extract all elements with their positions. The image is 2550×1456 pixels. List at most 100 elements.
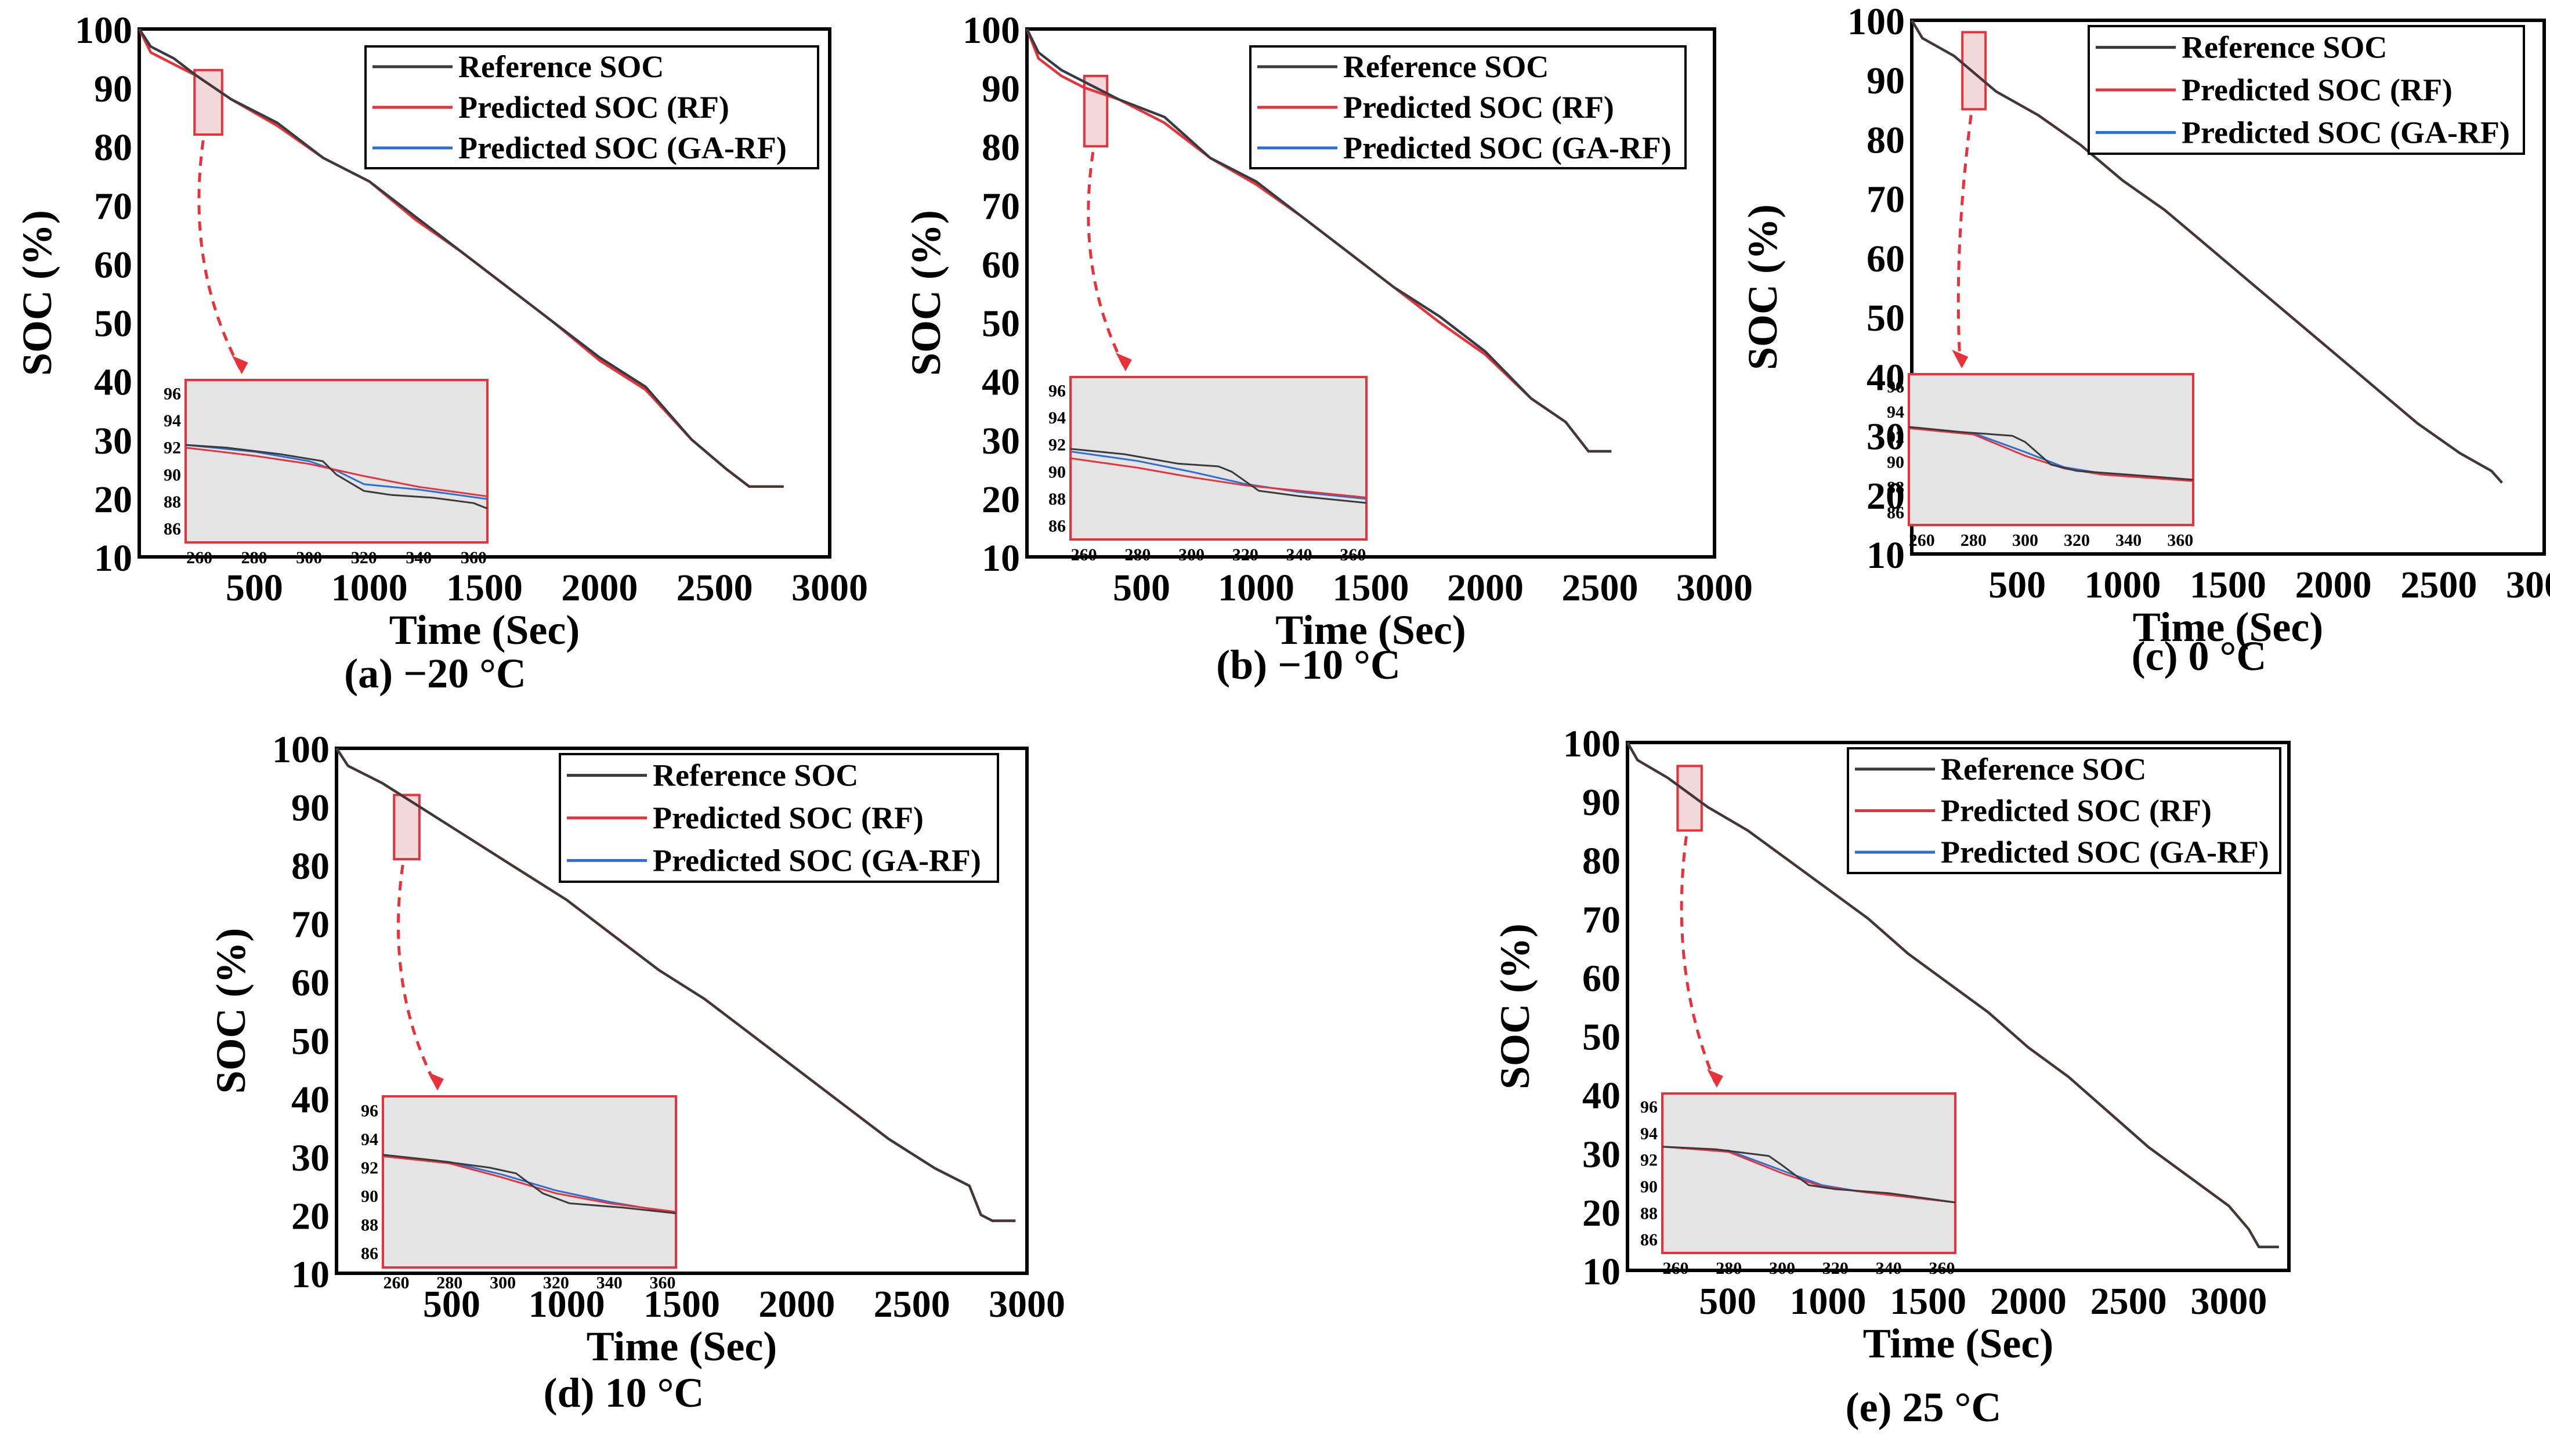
x-tick-label: 500 <box>1988 564 2046 606</box>
y-tick-label: 50 <box>291 1020 330 1063</box>
inset-y-tick-label: 92 <box>1887 428 1904 447</box>
x-tick-label: 2000 <box>561 567 638 609</box>
inset-y-tick-label: 92 <box>1640 1151 1658 1170</box>
chart-panel-4: 10 20 30 40 50 60 70 80 90 100 500 1000 1500 2000 2500… <box>208 729 1065 1416</box>
y-tick-label: 10 <box>291 1254 330 1296</box>
zoom-arrowhead <box>1952 350 1969 368</box>
x-tick-label: 2500 <box>1562 567 1638 609</box>
inset-x-tick-label: 280 <box>1716 1259 1742 1278</box>
zoom-arrow <box>197 140 241 370</box>
inset-series-line-rf <box>1908 427 2194 482</box>
y-tick-label: 70 <box>1582 899 1621 941</box>
y-tick-label: 90 <box>982 68 1020 110</box>
legend-label-reference: Reference SOC <box>653 758 858 793</box>
zoom-highlight-box <box>1676 765 1703 832</box>
inset-x-tick-label: 320 <box>2064 531 2090 550</box>
x-tick-label: 1500 <box>1890 1280 1966 1323</box>
legend-label-rf: Predicted SOC (RF) <box>653 801 924 835</box>
chart-panel-1: 10 20 30 40 50 60 70 80 90 100 500 1000 1500 2000 2500… <box>14 9 868 697</box>
inset-chart: 86 88 90 92 94 96 260 280 300 320 340 360 <box>361 1095 677 1292</box>
legend-label-rf: Predicted SOC (RF) <box>2182 73 2453 107</box>
y-tick-label: 10 <box>1582 1251 1621 1293</box>
inset-x-tick-label: 360 <box>1340 545 1366 564</box>
x-axis-label: Time (Sec) <box>587 1323 777 1370</box>
y-tick-label: 100 <box>1563 723 1621 765</box>
inset-x-tick-label: 360 <box>1929 1259 1955 1278</box>
y-tick-label: 70 <box>982 185 1020 227</box>
inset-y-tick-label: 86 <box>164 520 181 539</box>
x-tick-label: 500 <box>226 567 283 609</box>
legend: Reference SOC Predicted SOC (RF) Predicted… <box>364 45 819 169</box>
legend: Reference SOC Predicted SOC (RF) Predicted… <box>2088 25 2525 155</box>
inset-series-line-reference <box>1070 448 1367 504</box>
y-tick-label: 40 <box>1582 1075 1621 1117</box>
inset-x-tick-label: 320 <box>1822 1259 1849 1278</box>
legend: Reference SOC Predicted SOC (RF) Predicted… <box>1249 45 1687 169</box>
series-line-reference <box>138 28 784 488</box>
inset-y-tick-label: 96 <box>1048 381 1066 400</box>
inset-x-tick-label: 280 <box>436 1273 462 1292</box>
inset-x-tick-label: 360 <box>2167 531 2193 550</box>
inset-x-tick-label: 320 <box>1232 545 1258 564</box>
inset-series-line-reference <box>1662 1146 1956 1204</box>
y-tick-label: 50 <box>94 303 132 345</box>
inset-x-tick-label: 320 <box>543 1273 569 1292</box>
inset-x-tick-label: 340 <box>2115 531 2142 550</box>
y-tick-label: 60 <box>291 962 330 1004</box>
x-tick-label: 2500 <box>2090 1280 2167 1323</box>
inset-y-tick-label: 86 <box>361 1244 378 1263</box>
inset-y-tick-label: 88 <box>164 492 181 512</box>
x-tick-label: 500 <box>1113 567 1170 609</box>
inset-y-tick-label: 94 <box>1048 408 1066 428</box>
y-tick-label: 30 <box>982 420 1020 462</box>
inset-x-tick-label: 280 <box>1124 545 1151 564</box>
series-line-reference <box>335 747 1016 1222</box>
x-tick-label: 3000 <box>2506 564 2550 606</box>
y-tick-label: 60 <box>1867 238 1905 280</box>
y-tick-label: 40 <box>291 1078 330 1121</box>
y-tick-label: 40 <box>94 361 132 404</box>
y-tick-label: 40 <box>1867 356 1905 399</box>
legend-label-reference: Reference SOC <box>458 49 664 84</box>
legend-label-garf: Predicted SOC (GA-RF) <box>1941 835 2269 870</box>
inset-series-line-reference <box>382 1154 677 1215</box>
inset-series-line-rf <box>382 1155 677 1213</box>
legend-label-garf: Predicted SOC (GA-RF) <box>2182 115 2510 150</box>
x-tick-label: 2000 <box>1447 567 1524 609</box>
legend: Reference SOC Predicted SOC (RF) Predicted… <box>559 753 999 883</box>
zoom-arrow <box>1956 115 1973 363</box>
y-tick-label: 70 <box>1867 179 1905 221</box>
x-axis-label: Time (Sec) <box>1863 1320 2054 1367</box>
inset-y-tick-label: 92 <box>361 1158 378 1178</box>
y-axis-label: SOC (%) <box>208 928 254 1094</box>
y-tick-label: 10 <box>982 537 1020 579</box>
legend-label-reference: Reference SOC <box>1343 49 1549 84</box>
y-tick-label: 80 <box>1867 119 1905 161</box>
inset-x-tick-label: 260 <box>186 548 212 567</box>
inset-x-tick-label: 300 <box>1769 1259 1795 1278</box>
inset-chart: 86 88 90 92 94 96 260 280 300 320 340 360 <box>1640 1092 1956 1278</box>
y-tick-label: 50 <box>1867 297 1905 339</box>
x-tick-label: 1500 <box>1333 567 1409 609</box>
x-tick-label: 1000 <box>2084 564 2161 606</box>
inset-x-tick-label: 360 <box>461 548 487 567</box>
y-axis-label: SOC (%) <box>903 210 949 376</box>
y-tick-label: 30 <box>94 420 132 462</box>
x-tick-label: 1000 <box>1789 1280 1866 1323</box>
chart-panel-3: 10 20 30 40 50 60 70 80 90 100 500 1000 1500 2000 2500… <box>1739 1 2550 679</box>
x-tick-label: 1000 <box>529 1283 605 1325</box>
inset-y-tick-label: 96 <box>361 1102 378 1121</box>
y-tick-label: 30 <box>1582 1133 1621 1176</box>
inset-x-tick-label: 320 <box>351 548 377 567</box>
inset-chart: 86 88 90 92 94 96 260 280 300 320 340 360 <box>1887 373 2194 550</box>
y-tick-label: 20 <box>94 479 132 521</box>
inset-y-tick-label: 88 <box>361 1215 378 1234</box>
inset-x-tick-label: 280 <box>241 548 267 567</box>
zoom-highlight-box <box>193 68 223 136</box>
inset-x-tick-label: 340 <box>406 548 432 567</box>
y-tick-label: 20 <box>1867 475 1905 517</box>
inset-y-tick-label: 88 <box>1048 490 1066 509</box>
y-tick-label: 50 <box>1582 1016 1621 1059</box>
inset-y-tick-label: 94 <box>1640 1124 1658 1143</box>
